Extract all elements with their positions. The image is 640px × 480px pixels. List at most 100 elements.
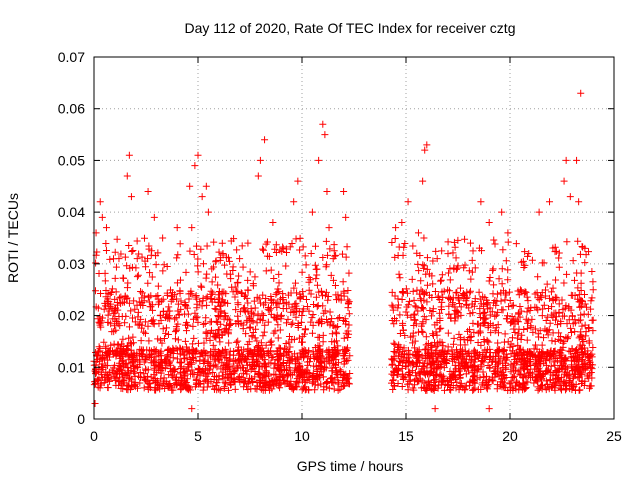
data-point xyxy=(533,304,541,312)
data-point xyxy=(498,280,506,288)
data-point xyxy=(428,293,436,301)
data-point xyxy=(305,307,313,315)
data-point xyxy=(558,362,566,370)
data-point xyxy=(504,238,512,246)
data-point xyxy=(183,354,191,362)
data-point xyxy=(523,308,531,316)
data-point xyxy=(465,352,473,360)
data-point xyxy=(110,310,118,318)
data-point xyxy=(429,305,437,313)
data-point xyxy=(463,363,471,371)
data-point xyxy=(151,362,159,370)
data-point xyxy=(221,325,229,333)
data-point xyxy=(193,304,201,312)
data-point xyxy=(243,370,251,378)
data-point xyxy=(228,374,236,382)
data-point xyxy=(251,304,259,312)
data-point xyxy=(327,318,335,326)
data-point xyxy=(152,361,160,369)
data-point xyxy=(312,265,320,273)
data-point xyxy=(562,302,570,310)
data-point xyxy=(342,320,350,328)
data-point xyxy=(186,182,194,190)
data-point xyxy=(301,378,309,386)
data-point xyxy=(177,374,185,382)
data-point xyxy=(557,377,565,385)
data-point xyxy=(453,288,461,296)
data-point xyxy=(259,291,267,299)
data-point xyxy=(437,360,445,368)
data-points xyxy=(90,89,597,413)
data-point xyxy=(130,297,138,305)
data-point xyxy=(97,289,105,297)
data-point xyxy=(451,243,459,251)
data-point xyxy=(421,146,429,154)
data-point xyxy=(204,330,212,338)
data-point xyxy=(202,182,210,190)
data-point xyxy=(399,359,407,367)
data-point xyxy=(223,321,231,329)
data-point xyxy=(476,314,484,322)
y-tick-label: 0.01 xyxy=(58,359,85,375)
data-point xyxy=(575,298,583,306)
data-point xyxy=(194,268,202,276)
data-point xyxy=(206,336,214,344)
data-point xyxy=(265,306,273,314)
data-point xyxy=(495,275,503,283)
data-point xyxy=(434,292,442,300)
data-point xyxy=(92,259,100,267)
data-point xyxy=(197,282,205,290)
data-point xyxy=(225,257,233,265)
data-point xyxy=(304,386,312,394)
data-point xyxy=(567,363,575,371)
data-point xyxy=(555,382,563,390)
data-point xyxy=(122,360,130,368)
data-point xyxy=(133,255,141,263)
data-point xyxy=(248,332,256,340)
data-point xyxy=(479,368,487,376)
data-point xyxy=(511,372,519,380)
data-point xyxy=(555,263,563,271)
data-point xyxy=(137,287,145,295)
data-point xyxy=(566,193,574,201)
data-point xyxy=(486,274,494,282)
data-point xyxy=(411,344,419,352)
data-point xyxy=(189,355,197,363)
data-point xyxy=(259,332,267,340)
data-point xyxy=(159,325,167,333)
data-point xyxy=(123,284,131,292)
data-point xyxy=(164,346,172,354)
data-point xyxy=(436,364,444,372)
data-point xyxy=(573,355,581,363)
data-point xyxy=(562,381,570,389)
data-point xyxy=(227,320,235,328)
data-point xyxy=(395,357,403,365)
data-point xyxy=(291,300,299,308)
data-point xyxy=(391,253,399,261)
data-point xyxy=(184,321,192,329)
data-point xyxy=(483,299,491,307)
data-point xyxy=(174,336,182,344)
data-point xyxy=(264,318,272,326)
data-point xyxy=(450,265,458,273)
data-point xyxy=(212,257,220,265)
data-point xyxy=(150,349,158,357)
data-point xyxy=(188,366,196,374)
data-point xyxy=(106,302,114,310)
data-point xyxy=(274,321,282,329)
data-point xyxy=(260,301,268,309)
data-point xyxy=(429,280,437,288)
data-point xyxy=(209,368,217,376)
plot-frame xyxy=(93,56,615,420)
data-point xyxy=(144,322,152,330)
data-point xyxy=(559,312,567,320)
data-point xyxy=(476,374,484,382)
data-point xyxy=(301,325,309,333)
data-point xyxy=(123,172,131,180)
data-point xyxy=(411,351,419,359)
data-point xyxy=(326,308,334,316)
data-point xyxy=(419,363,427,371)
data-point xyxy=(303,303,311,311)
data-point xyxy=(457,303,465,311)
data-point xyxy=(453,264,461,272)
